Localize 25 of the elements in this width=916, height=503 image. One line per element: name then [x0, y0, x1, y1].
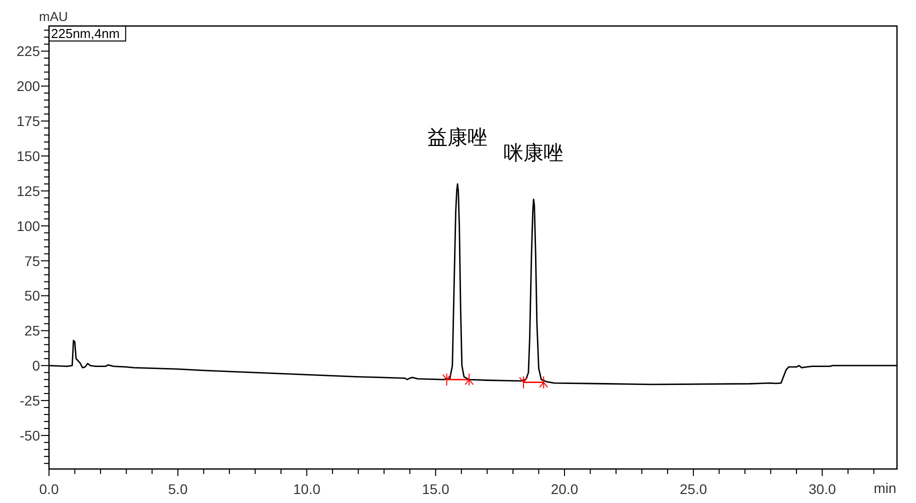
y-tick-label: 50 — [24, 288, 40, 304]
x-tick-label: 15.0 — [422, 481, 450, 497]
y-tick-label: 150 — [16, 148, 40, 164]
annotation: 益康唑 — [428, 126, 488, 149]
x-tick-label: 5.0 — [168, 481, 188, 497]
x-axis-title: min — [874, 480, 896, 496]
x-tick-label: 20.0 — [550, 481, 578, 497]
x-tick-label: 30.0 — [808, 481, 836, 497]
y-tick-label: 225 — [16, 43, 40, 60]
x-tick-label: 25.0 — [680, 481, 708, 497]
y-tick-label: 100 — [16, 218, 40, 234]
y-tick-label: 175 — [16, 113, 40, 130]
y-axis-title: mAU — [39, 9, 68, 24]
annotation: 225nm,4nm — [48, 26, 126, 42]
y-tick-label: -50 — [20, 427, 40, 444]
annotation: 225nm,4nm — [51, 26, 120, 41]
y-tick-label: 0 — [32, 358, 40, 374]
annotation: 咪康唑 — [504, 142, 564, 164]
y-tick-label: 200 — [16, 78, 40, 94]
y-tick-label: 125 — [16, 182, 40, 199]
y-tick-label: 25 — [24, 322, 40, 339]
x-tick-label: 0.0 — [39, 481, 59, 497]
x-tick-label: 10.0 — [293, 481, 321, 497]
y-tick-label: -25 — [20, 392, 40, 409]
y-tick-label: 75 — [24, 252, 40, 269]
